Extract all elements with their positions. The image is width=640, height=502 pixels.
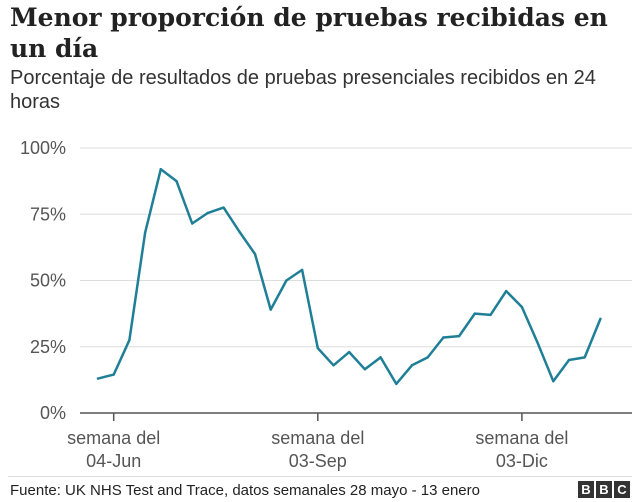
data-point: [175, 179, 178, 183]
y-tick-label: 100%: [20, 138, 66, 158]
y-tick-label: 25%: [30, 337, 66, 357]
x-tick-label: 04-Jun: [86, 451, 141, 471]
data-point: [442, 336, 445, 339]
data-point: [489, 313, 492, 317]
data-point: [426, 356, 429, 359]
y-tick-label: 75%: [30, 204, 66, 224]
data-point: [222, 206, 225, 209]
data-point: [332, 364, 335, 367]
data-point: [238, 230, 241, 233]
data-point: [96, 377, 100, 380]
data-point: [143, 231, 147, 234]
data-point: [300, 268, 304, 272]
data-point: [316, 346, 319, 350]
data-point: [473, 312, 476, 315]
data-point: [583, 356, 586, 359]
source-note: Fuente: UK NHS Test and Trace, datos sem…: [10, 482, 480, 499]
data-point: [128, 338, 131, 342]
data-point: [520, 305, 524, 309]
data-point: [191, 222, 194, 225]
series-layer: [96, 167, 602, 386]
data-point: [599, 317, 602, 321]
data-point: [395, 382, 398, 386]
bbc-logo-letter: B: [578, 481, 594, 498]
data-point: [206, 211, 210, 215]
data-point: [112, 373, 115, 376]
y-tick-label: 50%: [30, 271, 66, 291]
bbc-logo-letter: C: [614, 481, 630, 498]
data-point: [552, 380, 555, 383]
data-point: [363, 368, 367, 371]
x-tick-label: semana del: [67, 428, 160, 448]
x-tick-label: semana del: [475, 428, 568, 448]
data-point: [505, 289, 508, 293]
data-point: [457, 334, 461, 338]
data-point: [348, 350, 351, 354]
data-point: [567, 358, 571, 362]
x-tick-label: semana del: [271, 428, 364, 448]
data-point: [269, 308, 272, 311]
bbc-logo: B B C: [578, 481, 630, 498]
data-point: [410, 364, 414, 367]
data-point: [536, 341, 539, 344]
x-tick-label: 03-Sep: [289, 451, 347, 471]
chart-title: Menor proporción de pruebas recibidas en…: [10, 3, 608, 63]
footer-divider: [8, 476, 632, 477]
x-axis-ticks: semana del 04-Jun semana del 03-Sep semana d…: [67, 413, 568, 471]
data-point: [159, 168, 162, 171]
y-tick-label: 0%: [40, 403, 66, 423]
x-tick-label: 03-Dic: [496, 451, 548, 471]
data-point: [285, 279, 288, 282]
data-point: [253, 252, 257, 256]
y-axis-ticks: 0% 25% 50% 75% 100%: [20, 138, 66, 423]
bbc-logo-letter: B: [596, 481, 612, 498]
data-point: [379, 356, 382, 359]
chart-subtitle: Porcentaje de resultados de pruebas pres…: [10, 67, 596, 113]
